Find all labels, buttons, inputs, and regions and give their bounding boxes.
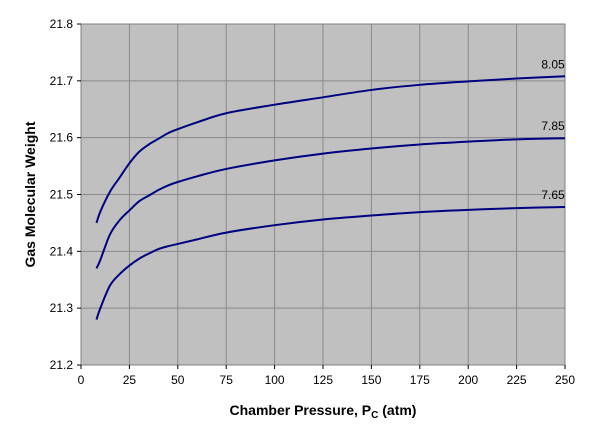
x-axis-title-unit: (atm): [378, 402, 416, 418]
x-tick-label: 200: [458, 373, 478, 387]
y-tick-label: 21.6: [50, 131, 74, 145]
y-tick-label: 21.8: [50, 17, 74, 31]
y-axis-title: Gas Molecular Weight: [22, 121, 38, 267]
x-tick-label: 225: [507, 373, 527, 387]
x-tick-label: 50: [171, 373, 185, 387]
y-tick-label: 21.2: [50, 358, 74, 372]
series-line-8.05: [95, 75, 566, 224]
curve-labels: 8.05 7.85 7.65: [541, 57, 565, 202]
curve-label-7.85: 7.85: [541, 119, 565, 133]
series-line-7.65: [95, 206, 566, 320]
x-tick-label: 0: [78, 373, 85, 387]
series-layer: [95, 75, 566, 320]
x-tick-label: 100: [265, 373, 285, 387]
y-tick-label: 21.7: [50, 74, 74, 88]
curve-label-7.65: 7.65: [541, 188, 565, 202]
y-tick-label: 21.4: [50, 244, 74, 258]
x-tick-label: 175: [410, 373, 430, 387]
x-axis-title: Chamber Pressure, PC (atm): [230, 402, 417, 421]
x-tick-label: 75: [220, 373, 234, 387]
x-tick-label: 125: [313, 373, 333, 387]
x-tick-label: 150: [361, 373, 381, 387]
x-axis-title-main: Chamber Pressure, P: [230, 402, 372, 418]
y-tick-label: 21.5: [50, 188, 74, 202]
x-axis-title-subscript: C: [371, 410, 378, 421]
series-line-7.85: [95, 137, 566, 269]
x-axis-ticks: 0 25 50 75 100 125 150 175 200 225 250: [78, 365, 575, 387]
y-tick-label: 21.3: [50, 301, 74, 315]
x-tick-label: 25: [123, 373, 137, 387]
curve-label-8.05: 8.05: [541, 57, 565, 71]
x-tick-label: 250: [555, 373, 575, 387]
y-axis-ticks: 21.2 21.3 21.4 21.5 21.6 21.7 21.8: [50, 17, 81, 372]
